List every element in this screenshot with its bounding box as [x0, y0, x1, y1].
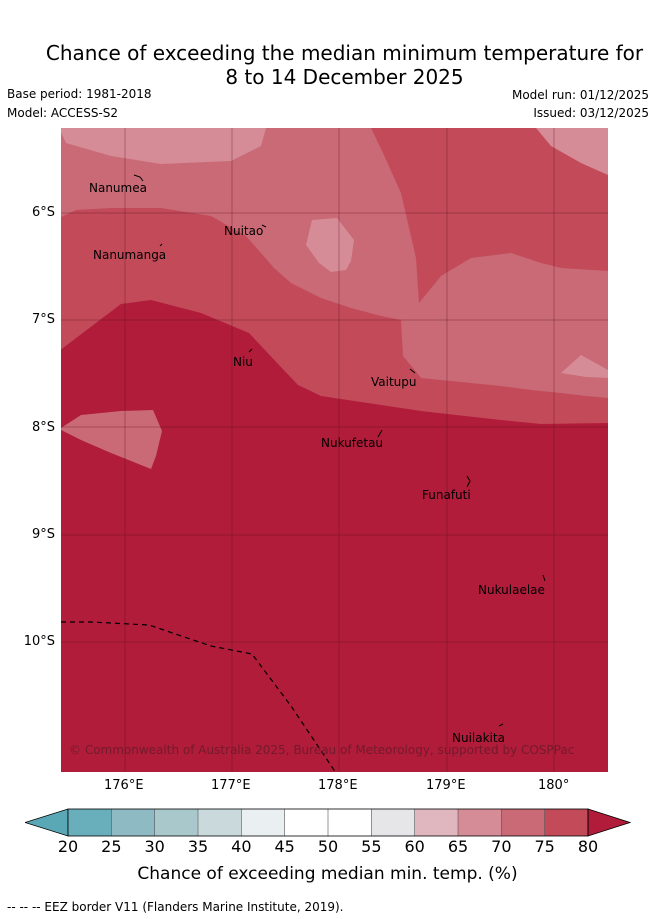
island-vaitupu: [409, 368, 416, 374]
colorbar-label-40: 40: [231, 837, 252, 856]
eez-border: [61, 621, 337, 772]
colorbar-bin-50-55: [328, 809, 372, 836]
place-nanumea: Nanumea: [89, 181, 147, 195]
band-70-west: [61, 410, 162, 469]
island-nukufetau: [377, 429, 383, 438]
colorbar-bin-55-60: [371, 809, 416, 836]
band-65-center: [306, 218, 354, 272]
issued-date: Issued: 03/12/2025: [533, 106, 649, 120]
model-name: Model: ACCESS-S2: [7, 106, 119, 120]
colorbar-bin-70-75: [501, 809, 546, 836]
eez-legend: -- -- -- EEZ border V11 (Flanders Marine…: [7, 900, 344, 914]
band-65-east: [561, 355, 608, 378]
colorbar-bin-40-45: [241, 809, 286, 836]
colorbar-label-65: 65: [447, 837, 469, 856]
map-title-line1: Chance of exceeding the median minimum t…: [45, 41, 644, 65]
lon-tick-178e: 178°E: [318, 778, 358, 793]
place-niu: Niu: [233, 355, 253, 369]
colorbar-label-30: 30: [144, 837, 165, 856]
place-nanumanga: Nanumanga: [93, 248, 166, 262]
colorbar-bin-65-70: [458, 809, 502, 836]
colorbar-bin-45-50: [284, 809, 329, 836]
band-65-north: [61, 128, 266, 164]
probability-map: Nanumea Nuitao Nanumanga Niu Vaitupu Nuk…: [61, 128, 608, 772]
colorbar-label-35: 35: [187, 837, 209, 856]
colorbar-bin-35-40: [198, 809, 242, 836]
colorbar-bin-25-30: [111, 809, 156, 836]
lon-tick-176e: 176°E: [104, 778, 144, 793]
colorbar-label-25: 25: [101, 837, 122, 856]
lon-tick-180: 180°: [538, 778, 570, 793]
colorbar-title: Chance of exceeding median min. temp. (%…: [137, 864, 518, 884]
lat-tick-10s: 10°S: [23, 634, 55, 649]
colorbar-label-60: 60: [404, 837, 425, 856]
colorbar-bin-30-35: [154, 809, 199, 836]
lat-tick-7s: 7°S: [31, 312, 55, 327]
colorbar-label-80: 80: [577, 837, 599, 856]
place-nukufetau: Nukufetau: [321, 436, 383, 450]
colorbar-label-50: 50: [317, 837, 339, 856]
place-funafuti: Funafuti: [422, 488, 471, 502]
island-nuilakita: [498, 723, 504, 727]
lon-tick-179e: 179°E: [426, 778, 466, 793]
colorbar-over-arrow: [587, 808, 631, 837]
lat-tick-6s: 6°S: [31, 205, 55, 220]
band-65-northeast: [536, 128, 608, 175]
colorbar-label-75: 75: [534, 837, 555, 856]
colorbar-bin-60-65: [414, 809, 459, 836]
base-period: Base period: 1981-2018: [7, 87, 152, 101]
colorbar-label-45: 45: [274, 837, 295, 856]
lat-tick-9s: 9°S: [31, 527, 55, 542]
island-nukulaelae: [542, 574, 546, 582]
island-nanumanga: [159, 243, 163, 247]
map-title-line2: 8 to 14 December 2025: [225, 65, 464, 89]
colorbar-outline: [67, 808, 589, 837]
colorbar-bin-75-80: [544, 809, 589, 836]
lon-tick-177e: 177°E: [211, 778, 251, 793]
place-vaitupu: Vaitupu: [371, 375, 417, 389]
copyright-notice: © Commonwealth of Australia 2025, Bureau…: [69, 743, 574, 757]
island-funafuti: [466, 475, 471, 488]
model-run: Model run: 01/12/2025: [511, 88, 649, 102]
place-nuilakita: Nuilakita: [452, 731, 505, 745]
colorbar-bin-20-25: [68, 809, 112, 836]
colorbar: [25, 808, 631, 837]
island-nuitao: [261, 224, 267, 228]
colorbar-under-arrow: [25, 808, 69, 837]
place-nuitao: Nuitao: [224, 224, 263, 238]
lat-tick-8s: 8°S: [31, 420, 55, 435]
island-niu: [248, 348, 253, 353]
island-nanumea: [133, 174, 144, 182]
place-nukulaelae: Nukulaelae: [478, 583, 545, 597]
colorbar-label-20: 20: [57, 837, 79, 856]
colorbar-label-55: 55: [361, 837, 382, 856]
colorbar-label-70: 70: [491, 837, 512, 856]
